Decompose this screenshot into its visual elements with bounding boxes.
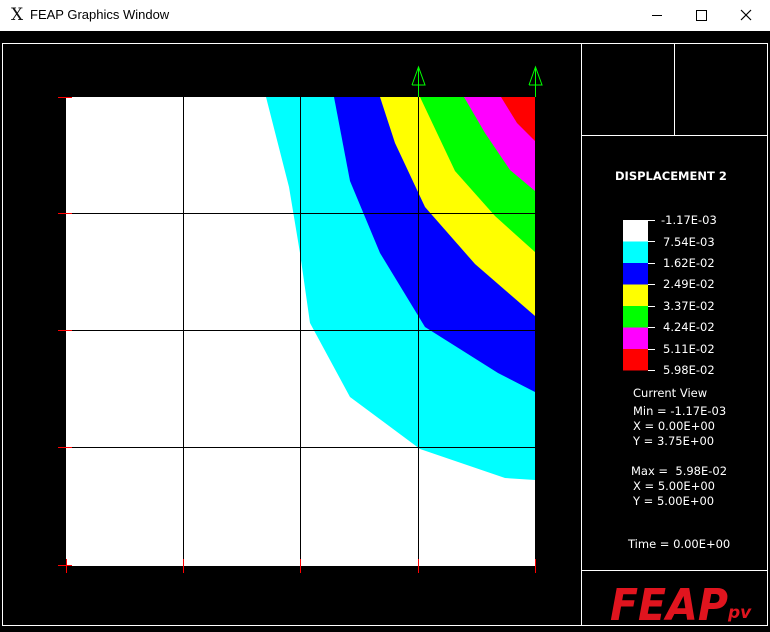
max-y: Y = 5.00E+00 [633, 494, 715, 508]
legend-swatch-4 [623, 284, 648, 306]
logo-sub-text: pv [727, 603, 752, 623]
legend-swatch-2 [623, 241, 648, 263]
title-bar: X FEAP Graphics Window [0, 0, 770, 31]
maximize-button[interactable] [678, 0, 724, 31]
minimize-icon [652, 15, 662, 16]
minimize-button[interactable] [634, 0, 680, 31]
boundary-marks [58, 97, 536, 573]
max-value: Max = 5.98E-02 [631, 464, 728, 478]
close-icon [740, 9, 752, 21]
plot-svg: FEAP pv [2, 43, 768, 631]
legend-value-1: -1.17E-03 [661, 213, 717, 227]
load-arrows [411, 65, 543, 97]
legend-value-3: 1.62E-02 [663, 256, 715, 270]
feap-logo: FEAP pv [610, 580, 752, 631]
max-x: X = 5.00E+00 [633, 479, 715, 493]
legend-swatch-3 [623, 263, 648, 285]
min-y: Y = 3.75E+00 [633, 434, 715, 448]
outer-frame [2, 43, 768, 626]
feap-app-icon: X [10, 5, 24, 25]
legend-value-7: 5.11E-02 [663, 342, 715, 356]
legend-swatch-5 [623, 306, 648, 328]
graphics-canvas[interactable]: FEAP pv DISPLACEMENT 2 -1.17E-03 7.54E-0… [0, 31, 770, 632]
legend-value-4: 2.49E-02 [663, 277, 715, 291]
legend-title: DISPLACEMENT 2 [615, 169, 727, 183]
legend-swatch-6 [623, 327, 648, 349]
legend-ticks [648, 220, 655, 371]
legend-value-8: 5.98E-02 [663, 363, 715, 377]
legend-value-2: 7.54E-03 [663, 235, 715, 249]
min-x: X = 0.00E+00 [633, 419, 715, 433]
time-value: Time = 0.00E+00 [628, 537, 731, 551]
logo-main-text: FEAP [610, 580, 728, 631]
mesh-grid [66, 97, 535, 566]
window-title: FEAP Graphics Window [30, 7, 170, 22]
current-view-heading: Current View [633, 386, 708, 400]
contour-band-red [501, 97, 535, 141]
legend-value-5: 3.37E-02 [663, 299, 715, 313]
maximize-icon [696, 10, 707, 21]
min-value: Min = -1.17E-03 [633, 404, 727, 418]
legend-swatch-1 [623, 220, 648, 242]
legend-swatches [623, 220, 648, 371]
close-button[interactable] [724, 0, 770, 31]
legend-swatch-7 [623, 349, 648, 371]
legend-value-6: 4.24E-02 [663, 320, 715, 334]
